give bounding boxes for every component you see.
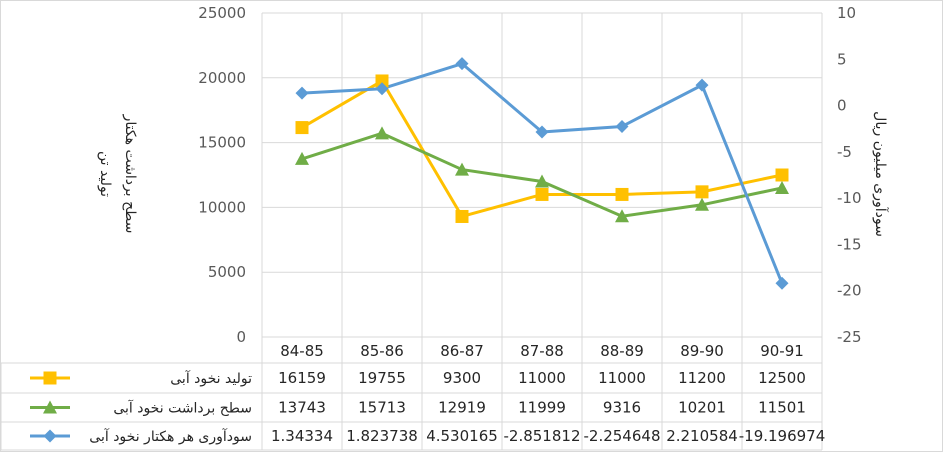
data-label: 4.530165 bbox=[426, 427, 498, 445]
category-label: 86-87 bbox=[440, 342, 484, 360]
diamond-marker bbox=[295, 86, 309, 100]
triangle-marker bbox=[535, 174, 549, 188]
right-axis-ticks: -25 -20 -15 -10 -5 0 5 10 bbox=[837, 4, 862, 346]
data-label: 2.210584 bbox=[666, 427, 738, 445]
category-label: 88-89 bbox=[600, 342, 644, 360]
data-label: 1.823738 bbox=[346, 427, 418, 445]
left-tick-label: 15000 bbox=[198, 134, 246, 152]
triangle-marker bbox=[775, 180, 789, 194]
series-line-3 bbox=[301, 62, 784, 284]
right-tick-label: -5 bbox=[837, 143, 852, 161]
right-axis-title: سودآوری میلیون ریال bbox=[872, 111, 889, 237]
left-tick-label: 25000 bbox=[198, 4, 246, 22]
triangle-marker bbox=[615, 209, 629, 223]
series-lines bbox=[301, 62, 784, 284]
category-label: 90-91 bbox=[760, 342, 804, 360]
triangle-marker bbox=[695, 197, 709, 211]
category-label: 84-85 bbox=[280, 342, 324, 360]
square-marker bbox=[43, 371, 57, 385]
data-label: 12919 bbox=[438, 399, 486, 417]
data-label: 11501 bbox=[758, 399, 806, 417]
data-label: 12500 bbox=[758, 369, 806, 387]
left-tick-label: 5000 bbox=[208, 263, 246, 281]
right-tick-label: -15 bbox=[837, 235, 862, 253]
right-tick-label: 5 bbox=[837, 50, 847, 68]
triangle-marker bbox=[43, 400, 57, 414]
diamond-marker bbox=[375, 82, 389, 96]
square-marker bbox=[615, 187, 629, 201]
series-label: تولید نخود آبی bbox=[170, 370, 252, 387]
right-tick-label: 10 bbox=[837, 4, 856, 22]
left-axis-title-production: تولید تن bbox=[97, 151, 113, 197]
series-label: سطح برداشت نخود آبی bbox=[113, 400, 252, 417]
left-tick-label: 10000 bbox=[198, 198, 246, 216]
data-label: -2.851812 bbox=[504, 427, 581, 445]
left-axis-title-area: سطح برداشت هکتار bbox=[122, 114, 138, 234]
data-label: 11000 bbox=[598, 369, 646, 387]
data-label: 10201 bbox=[678, 399, 726, 417]
right-tick-label: -25 bbox=[837, 328, 862, 346]
left-tick-label: 20000 bbox=[198, 69, 246, 87]
data-label: 9316 bbox=[603, 399, 641, 417]
right-tick-label: -10 bbox=[837, 189, 862, 207]
data-label: 9300 bbox=[443, 369, 481, 387]
category-label: 89-90 bbox=[680, 342, 724, 360]
diamond-marker bbox=[43, 429, 57, 443]
category-label: 85-86 bbox=[360, 342, 404, 360]
data-label: 11000 bbox=[518, 369, 566, 387]
data-table: 84-85 85-86 86-87 87-88 88-89 89-90 90-91 تولید… bbox=[0, 13, 826, 451]
right-tick-label: -20 bbox=[837, 282, 862, 300]
data-label: -2.254648 bbox=[584, 427, 661, 445]
series-markers bbox=[295, 57, 789, 290]
square-marker bbox=[295, 121, 309, 135]
diamond-marker bbox=[695, 78, 709, 92]
square-marker bbox=[375, 74, 389, 88]
data-label: 19755 bbox=[358, 369, 406, 387]
data-label: 16159 bbox=[278, 369, 326, 387]
left-tick-label: 0 bbox=[236, 328, 246, 346]
data-label: 13743 bbox=[278, 399, 326, 417]
data-label: -19.196974 bbox=[739, 427, 826, 445]
data-label: 15713 bbox=[358, 399, 406, 417]
data-label: 11200 bbox=[678, 369, 726, 387]
triangle-marker bbox=[295, 151, 309, 165]
square-marker bbox=[695, 185, 709, 199]
data-label: 11999 bbox=[518, 399, 566, 417]
diamond-marker bbox=[535, 125, 549, 139]
square-marker bbox=[775, 168, 789, 182]
series-label: سودآوری هر هکتار نخود آبی bbox=[89, 428, 252, 445]
square-marker bbox=[455, 209, 469, 223]
square-marker bbox=[535, 187, 549, 201]
gridlines bbox=[262, 12, 822, 273]
right-tick-label: 0 bbox=[837, 97, 847, 115]
diamond-marker bbox=[615, 119, 629, 133]
data-label: 1.34334 bbox=[271, 427, 333, 445]
diamond-marker bbox=[775, 276, 789, 290]
left-axis-ticks: 0 5000 10000 15000 20000 25000 bbox=[198, 4, 246, 346]
triangle-marker bbox=[455, 162, 469, 176]
triangle-marker bbox=[375, 126, 389, 140]
diamond-marker bbox=[455, 57, 469, 71]
category-label: 87-88 bbox=[520, 342, 564, 360]
